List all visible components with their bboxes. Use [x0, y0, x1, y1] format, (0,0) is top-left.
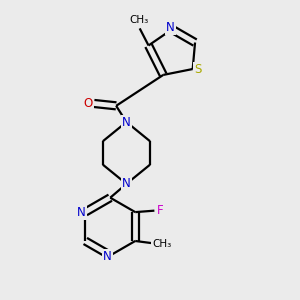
Text: S: S: [194, 63, 202, 76]
Text: N: N: [77, 206, 86, 219]
Text: N: N: [166, 21, 175, 34]
Text: N: N: [122, 177, 131, 190]
Text: CH₃: CH₃: [130, 15, 149, 25]
Text: N: N: [122, 116, 131, 128]
Text: N: N: [103, 250, 112, 263]
Text: O: O: [83, 97, 93, 110]
Text: F: F: [157, 204, 164, 217]
Text: CH₃: CH₃: [152, 239, 171, 249]
